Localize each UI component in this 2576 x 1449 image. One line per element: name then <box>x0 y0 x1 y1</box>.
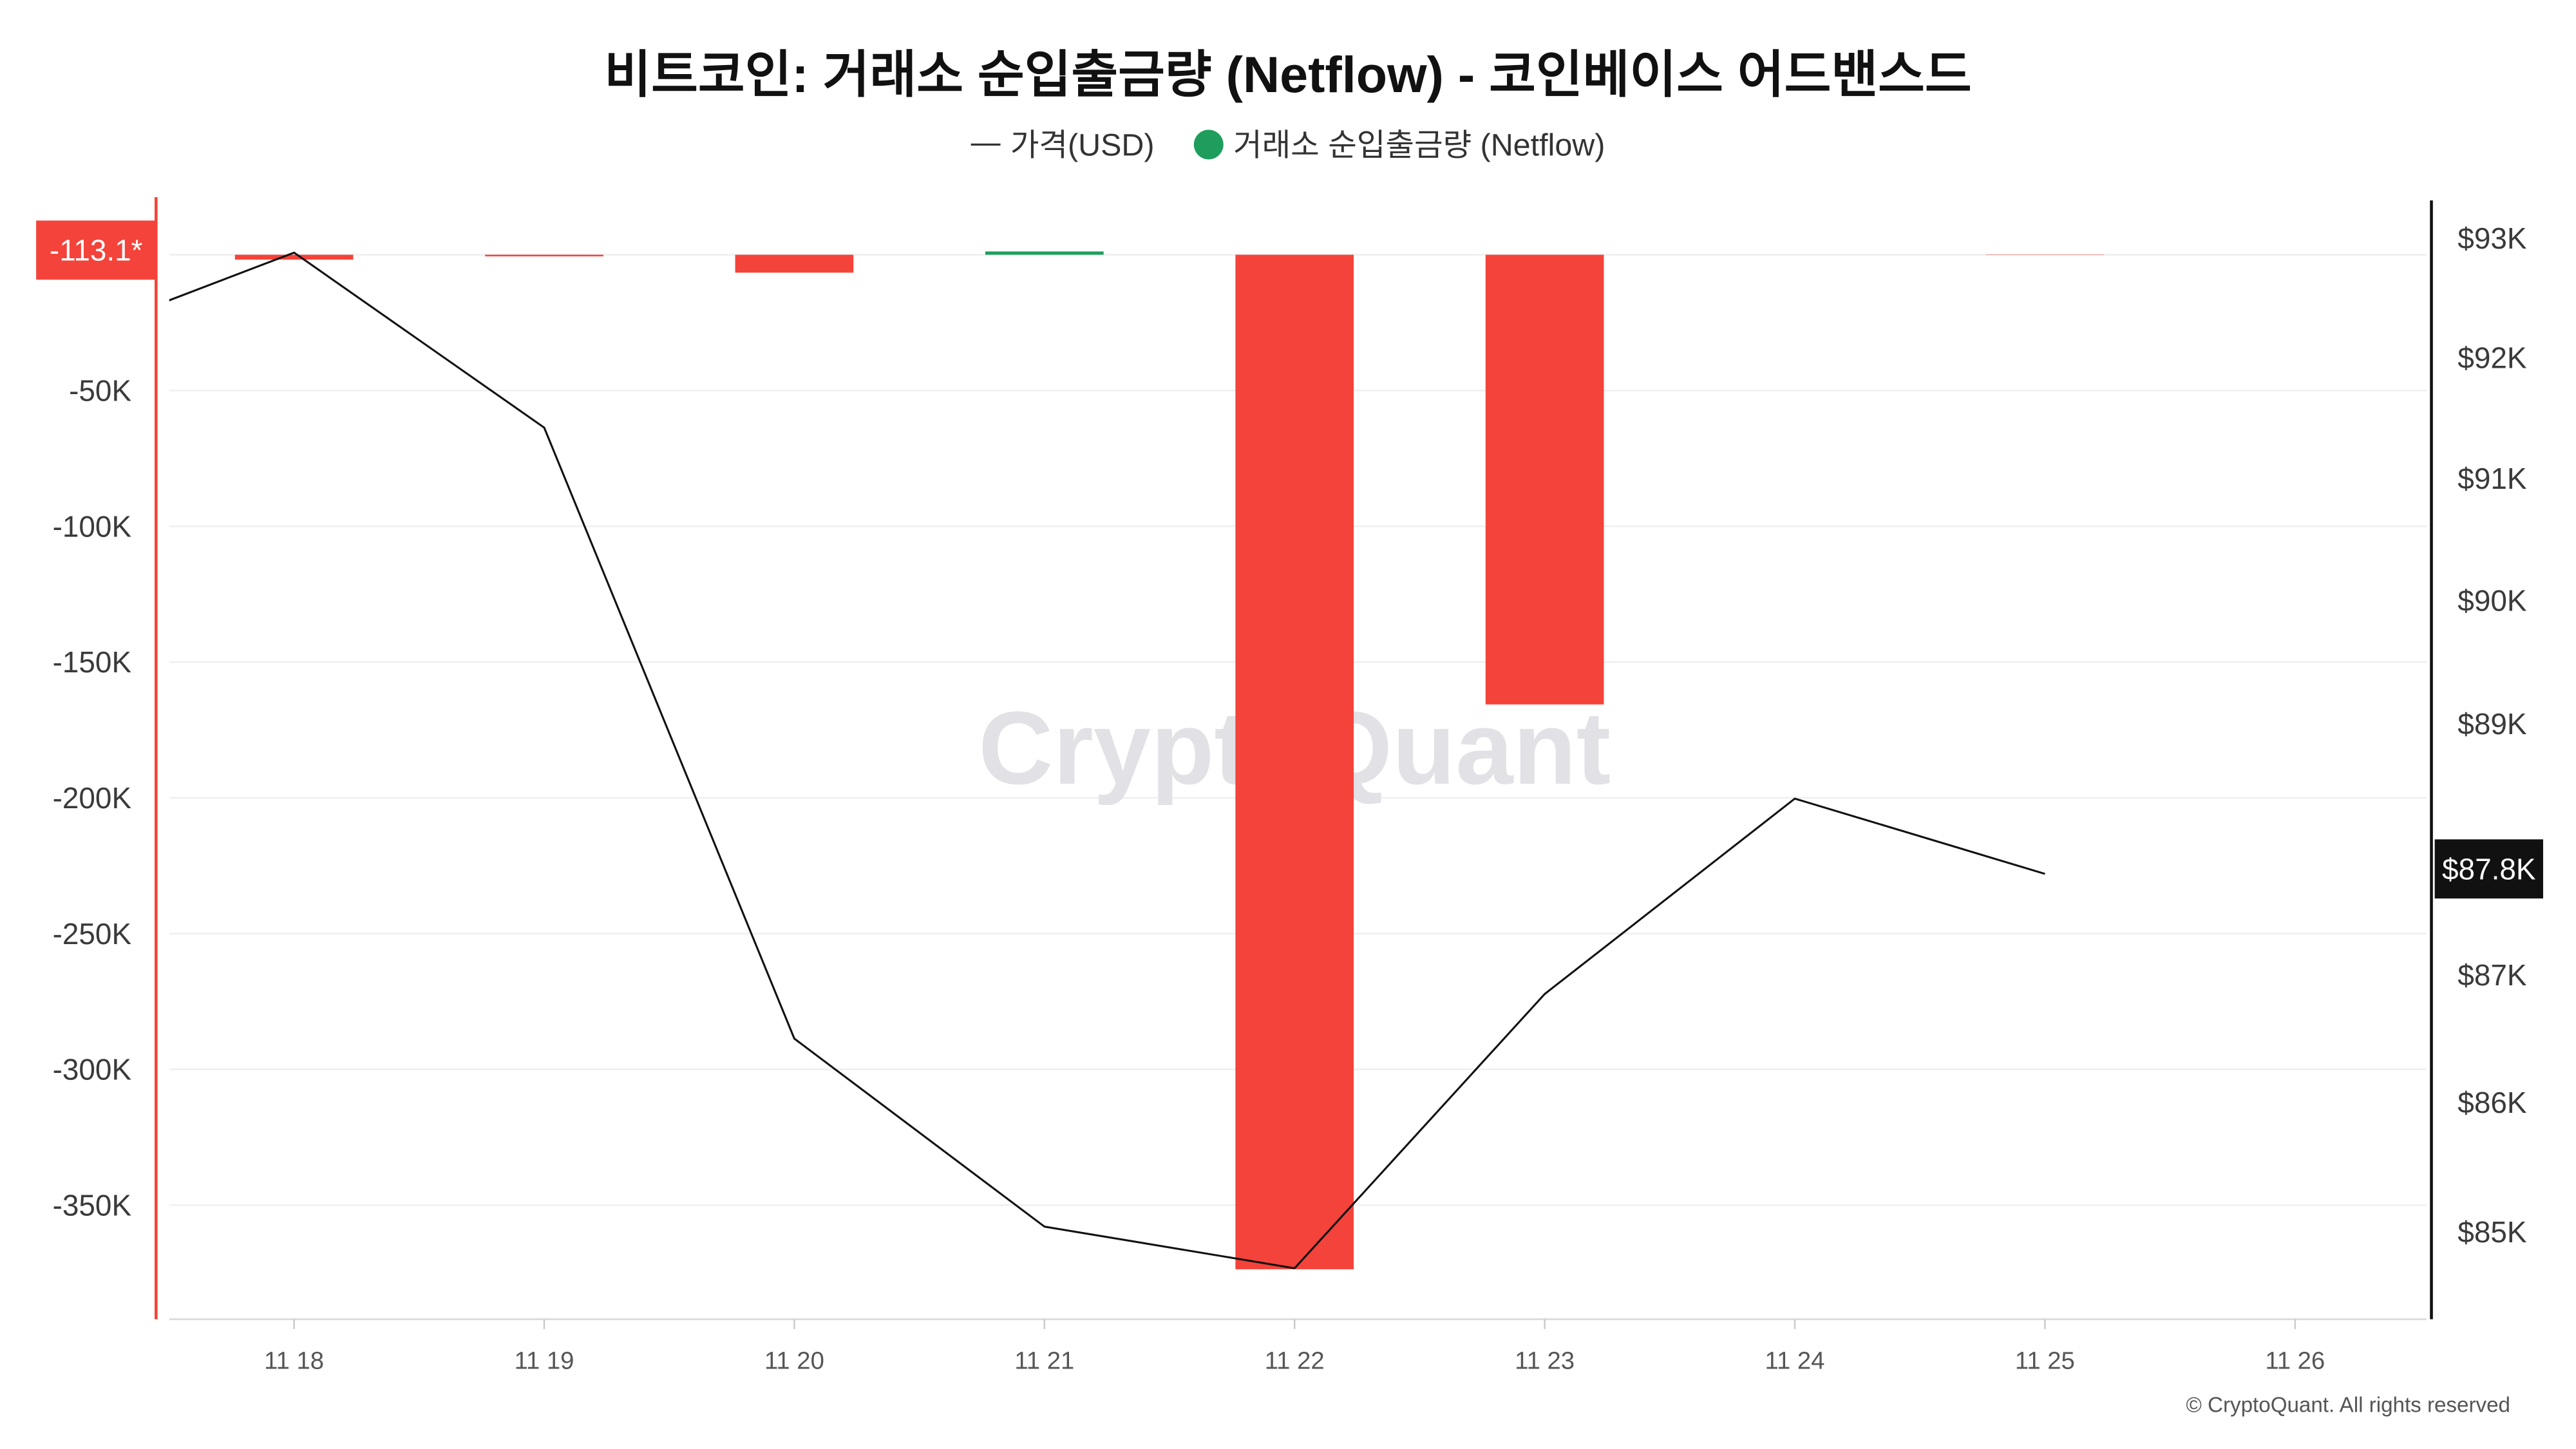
netflow-bar <box>735 254 854 273</box>
right-axis-tick-label: $86K <box>2458 1086 2527 1119</box>
price-line <box>169 251 2045 1269</box>
x-axis-tick-label: 11 19 <box>515 1347 574 1375</box>
copyright-footer: © CryptoQuant. All rights reserved <box>2186 1394 2510 1417</box>
left-axis-tick-label: -250K <box>53 917 132 951</box>
left-axis-tick-label: -150K <box>53 645 132 679</box>
netflow-bar <box>985 251 1104 255</box>
left-axis-tick-label: -50K <box>69 374 131 407</box>
netflow-bar <box>1485 254 1604 705</box>
dot-series-icon <box>1193 129 1224 160</box>
x-axis-tick-label: 11 21 <box>1014 1347 1074 1375</box>
x-axis-tick-label: 11 18 <box>264 1347 324 1375</box>
netflow-bars <box>234 251 2105 1269</box>
x-axis-tick-label: 11 25 <box>2015 1347 2075 1375</box>
left-axis-tick-label: -200K <box>53 781 132 815</box>
price-line-clip-group <box>169 251 2045 1269</box>
legend-label-netflow: 거래소 순입출금량 (Netflow) <box>1233 128 1605 162</box>
price-badge-background <box>2434 839 2543 899</box>
netflow-bar <box>1235 254 1354 1269</box>
right-axis-labels: $93K $92K $91K $90K $89K $87K $86K $85K <box>2458 222 2527 1249</box>
chart-title: 비트코인: 거래소 순입출금량 (Netflow) - 코인베이스 어드밴스드 <box>604 46 1971 103</box>
right-axis-tick-label: $91K <box>2458 462 2527 495</box>
legend: 가격(USD) 거래소 순입출금량 (Netflow) <box>971 128 1605 162</box>
right-axis-tick-label: $85K <box>2458 1215 2527 1249</box>
netflow-badge-background <box>36 220 156 280</box>
right-axis-tick-label: $92K <box>2458 341 2527 375</box>
x-axis-tick-label: 11 22 <box>1265 1347 1325 1375</box>
x-axis-tick-label: 11 24 <box>1765 1347 1825 1375</box>
left-axis-tick-label: -300K <box>53 1053 132 1086</box>
price-current-badge: $87.8K <box>2434 839 2543 899</box>
netflow-bar <box>485 254 603 257</box>
right-axis-tick-label: $89K <box>2458 707 2527 741</box>
right-axis-tick-label: $90K <box>2458 584 2527 618</box>
legend-item-price[interactable]: 가격(USD) <box>971 128 1155 162</box>
left-axis-tick-label: -350K <box>53 1188 132 1222</box>
price-current-value: $87.8K <box>2442 852 2536 886</box>
netflow-bar <box>234 254 354 260</box>
x-axis-ticks: 11 18 11 19 11 20 11 21 11 22 11 23 11 24 11 25… <box>264 1319 2325 1375</box>
legend-label-price: 가격(USD) <box>1010 128 1155 162</box>
x-axis-tick-label: 11 26 <box>2265 1347 2325 1375</box>
right-axis-tick-label: $87K <box>2458 958 2527 992</box>
right-axis-tick-label: $93K <box>2458 222 2527 255</box>
left-axis-tick-label: -100K <box>53 509 132 543</box>
netflow-current-badge: -113.1* <box>36 220 156 280</box>
x-axis-tick-label: 11 20 <box>764 1347 824 1375</box>
x-axis-tick-label: 11 23 <box>1515 1347 1575 1375</box>
netflow-current-value: -113.1* <box>50 233 143 267</box>
left-axis-labels: -50K -100K -150K -200K -250K -300K -350K <box>53 374 132 1222</box>
legend-item-netflow[interactable]: 거래소 순입출금량 (Netflow) <box>1193 128 1605 162</box>
